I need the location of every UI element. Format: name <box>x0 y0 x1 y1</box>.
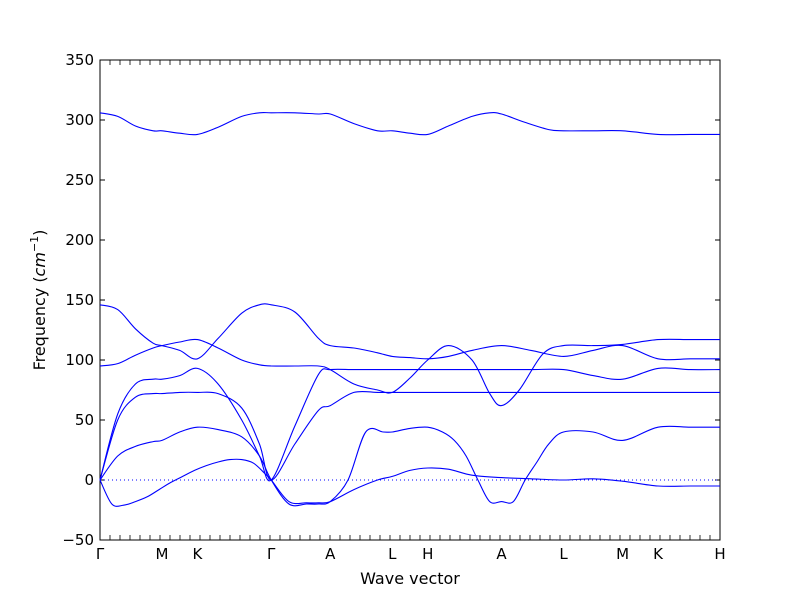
phonon-branch-6 <box>99 338 720 407</box>
x-tick-label: K <box>193 545 204 563</box>
phonon-branch-1 <box>99 111 720 136</box>
x-tick-label: H <box>714 545 725 563</box>
x-axis-label: Wave vector <box>360 569 460 588</box>
phonon-branch-3 <box>99 425 720 507</box>
x-tick-label: K <box>653 545 664 563</box>
x-tick-label: M <box>616 545 629 563</box>
x-tick-label: Γ <box>96 545 105 563</box>
phonon-branch-7 <box>99 303 720 361</box>
y-tick-label: 300 <box>65 111 94 129</box>
x-tick-label: L <box>559 545 568 563</box>
plot-frame <box>99 59 721 541</box>
y-tick-label: −50 <box>62 531 94 549</box>
y-tick-label: 150 <box>65 291 94 309</box>
x-tick-label: H <box>422 545 433 563</box>
phonon-branch-2 <box>99 458 720 507</box>
axis-ticks <box>99 59 721 541</box>
y-axis-label-unit: cm <box>30 252 49 276</box>
x-tick-label: A <box>325 545 336 563</box>
y-axis-label-text: Frequency ( <box>30 276 49 370</box>
x-tick-label: A <box>496 545 507 563</box>
y-tick-label: 50 <box>75 411 94 429</box>
y-axis-label-close: ) <box>30 230 49 236</box>
y-tick-label: 200 <box>65 231 94 249</box>
y-tick-label: 250 <box>65 171 94 189</box>
x-tick-label: L <box>388 545 397 563</box>
y-tick-label: 100 <box>65 351 94 369</box>
y-tick-labels: −50 0 50 100 150 200 250 300 350 <box>62 51 94 549</box>
phonon-branch-5 <box>99 367 721 482</box>
x-tick-label: M <box>156 545 169 563</box>
y-axis-label: Frequency (cm−1) <box>28 230 49 371</box>
y-tick-label: 0 <box>84 471 94 489</box>
phonon-branch-4 <box>99 390 720 481</box>
phonon-branches <box>99 111 721 507</box>
x-tick-label: Γ <box>267 545 276 563</box>
y-tick-label: 350 <box>65 51 94 69</box>
y-axis-label-exponent: −1 <box>28 236 41 252</box>
